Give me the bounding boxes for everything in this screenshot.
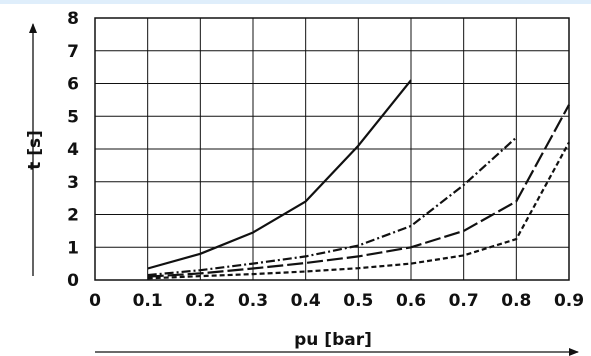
y-tick-label: 2 xyxy=(67,206,79,226)
top-accent-bar xyxy=(0,0,591,4)
series-group xyxy=(147,79,570,280)
x-tick-label: 0.9 xyxy=(554,291,584,311)
y-tick-label: 5 xyxy=(67,107,79,127)
x-tick-label: 0.6 xyxy=(396,291,426,311)
y-tick-label: 1 xyxy=(67,238,79,258)
y-axis-label: t [s] xyxy=(25,130,45,170)
x-tick-label: 0.5 xyxy=(343,291,373,311)
x-tick-labels: 0 0.1 0.2 0.3 0.4 0.5 0.6 0.7 0.8 0.9 xyxy=(89,291,584,311)
x-tick-label: 0.3 xyxy=(238,291,268,311)
series-line-dash-dot xyxy=(147,136,518,277)
grid xyxy=(94,17,570,281)
series-line-solid xyxy=(147,79,412,270)
x-tick-label: 0.2 xyxy=(185,291,215,311)
plot-frame xyxy=(94,17,570,281)
y-tick-label: 6 xyxy=(67,75,79,95)
x-tick-label: 0.1 xyxy=(133,291,163,311)
y-tick-labels: 0 1 2 3 4 5 6 7 8 xyxy=(67,9,79,291)
x-axis-label: pu [bar] xyxy=(294,330,372,350)
x-tick-label: 0 xyxy=(89,291,101,311)
series-line-long-dash xyxy=(147,104,570,278)
y-tick-label: 8 xyxy=(67,9,79,29)
y-tick-label: 4 xyxy=(67,140,79,160)
y-tick-label: 3 xyxy=(67,173,79,193)
y-tick-label: 7 xyxy=(67,42,79,62)
x-tick-label: 0.7 xyxy=(449,291,479,311)
x-tick-label: 0.4 xyxy=(291,291,321,311)
series-line-short-dash xyxy=(147,141,570,280)
y-tick-label: 0 xyxy=(67,271,79,291)
x-tick-label: 0.8 xyxy=(501,291,531,311)
